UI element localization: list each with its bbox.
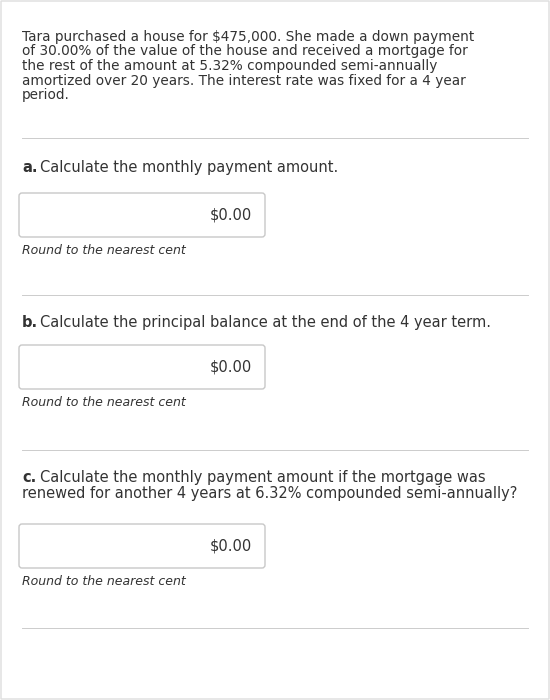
Text: Calculate the monthly payment amount.: Calculate the monthly payment amount. — [40, 160, 338, 175]
Text: of 30.00% of the value of the house and received a mortgage for: of 30.00% of the value of the house and … — [22, 45, 467, 59]
Text: b.: b. — [22, 315, 38, 330]
Text: $0.00: $0.00 — [210, 360, 252, 374]
FancyBboxPatch shape — [19, 193, 265, 237]
Text: the rest of the amount at 5.32% compounded semi-annually: the rest of the amount at 5.32% compound… — [22, 59, 437, 73]
FancyBboxPatch shape — [19, 524, 265, 568]
Text: c.: c. — [22, 470, 36, 485]
Text: a.: a. — [22, 160, 37, 175]
Text: $0.00: $0.00 — [210, 207, 252, 223]
Text: period.: period. — [22, 88, 70, 102]
FancyBboxPatch shape — [19, 345, 265, 389]
Text: amortized over 20 years. The interest rate was fixed for a 4 year: amortized over 20 years. The interest ra… — [22, 74, 466, 88]
Text: Calculate the principal balance at the end of the 4 year term.: Calculate the principal balance at the e… — [40, 315, 491, 330]
Text: Round to the nearest cent: Round to the nearest cent — [22, 396, 186, 409]
Text: Round to the nearest cent: Round to the nearest cent — [22, 575, 186, 588]
Text: renewed for another 4 years at 6.32% compounded semi-annually?: renewed for another 4 years at 6.32% com… — [22, 486, 518, 501]
Text: $0.00: $0.00 — [210, 538, 252, 554]
Text: Calculate the monthly payment amount if the mortgage was: Calculate the monthly payment amount if … — [40, 470, 486, 485]
Text: Tara purchased a house for $475,000. She made a down payment: Tara purchased a house for $475,000. She… — [22, 30, 474, 44]
Text: Round to the nearest cent: Round to the nearest cent — [22, 244, 186, 257]
